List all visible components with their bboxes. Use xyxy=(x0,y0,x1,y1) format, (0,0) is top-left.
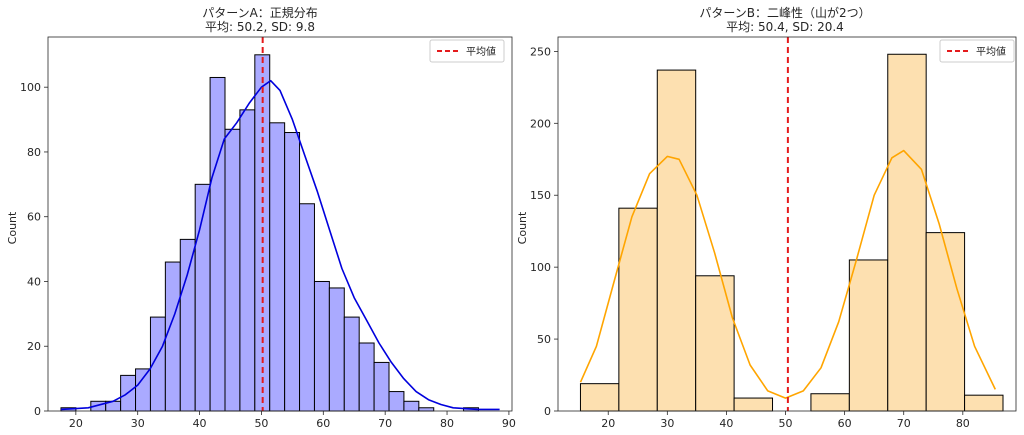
legend-b: 平均値 xyxy=(939,39,1015,63)
histogram-bar xyxy=(239,109,256,412)
y-tick-label: 200 xyxy=(530,117,551,130)
histogram-bar xyxy=(179,238,196,412)
histogram-bar xyxy=(579,383,620,412)
x-tick-label: 40 xyxy=(719,417,733,430)
y-tick-label: 100 xyxy=(530,261,551,274)
histogram-bar xyxy=(164,261,181,412)
x-tick-label: 80 xyxy=(440,417,454,430)
histogram-bar xyxy=(299,203,315,412)
x-tick-label: 30 xyxy=(660,417,674,430)
x-tick-label: 60 xyxy=(838,417,852,430)
histogram-bar xyxy=(224,128,241,412)
histogram-bar xyxy=(328,287,345,412)
y-tick-label: 20 xyxy=(27,340,41,353)
histogram-bar xyxy=(358,342,375,412)
y-tick-label: 100 xyxy=(20,81,41,94)
chart-subtitle-b: 平均: 50.4, SD: 20.4 xyxy=(726,20,844,34)
y-tick-label: 80 xyxy=(27,146,41,159)
histogram-bar xyxy=(284,132,301,412)
y-tick-label: 0 xyxy=(544,405,551,418)
chart-title-a: パターンA：正規分布 xyxy=(202,5,318,20)
histogram-bar xyxy=(848,259,889,412)
chart-subtitle-a: 平均: 50.2, SD: 9.8 xyxy=(205,20,315,34)
histogram-bar xyxy=(209,76,226,412)
y-tick-label: 40 xyxy=(27,275,41,288)
x-tick-label: 80 xyxy=(956,417,970,430)
x-tick-label: 70 xyxy=(897,417,911,430)
x-tick-label: 60 xyxy=(316,417,330,430)
x-tick-label: 30 xyxy=(131,417,145,430)
x-tick-label: 20 xyxy=(601,417,615,430)
plot-frame xyxy=(47,36,513,412)
y-tick-label: 0 xyxy=(34,405,41,418)
histogram-bar xyxy=(403,400,420,412)
x-tick-label: 90 xyxy=(502,417,516,430)
kde-curve xyxy=(579,149,997,399)
x-tick-label: 70 xyxy=(378,417,392,430)
histogram-bar xyxy=(373,361,390,412)
chart-title-b: パターンB：二峰性（山が2つ） xyxy=(699,5,870,20)
legend-label-a: 平均値 xyxy=(466,45,496,58)
histogram-bar xyxy=(887,53,927,412)
chart-panel-b: パターンB：二峰性（山が2つ） 平均: 50.4, SD: 20.4 Count… xyxy=(516,5,1017,430)
legend-a: 平均値 xyxy=(429,39,505,63)
histogram-bar xyxy=(343,316,360,412)
histogram-bar xyxy=(810,393,850,412)
x-tick-label: 20 xyxy=(69,417,83,430)
histogram-bar xyxy=(618,207,658,412)
y-axis-label-b: Count xyxy=(516,211,529,244)
plot-area-a: 20 30 40 50 60 70 80 90 0 20 40 60 80 100 xyxy=(20,36,516,430)
histogram-bar xyxy=(925,232,966,412)
histogram-bar xyxy=(695,275,735,412)
plot-frame xyxy=(557,36,1017,412)
y-tick-label: 60 xyxy=(27,211,41,224)
legend-frame-b xyxy=(939,39,1015,63)
histogram-bar xyxy=(135,368,151,412)
histogram-bar xyxy=(964,394,1004,412)
histogram-bar xyxy=(656,69,697,412)
plot-area-b: 20 30 40 50 60 70 80 0 50 100 150 200 250 xyxy=(530,36,1017,430)
histogram-bar xyxy=(313,280,330,412)
legend-label-b: 平均値 xyxy=(976,45,1006,58)
y-tick-label: 250 xyxy=(530,45,551,58)
histogram-bar xyxy=(418,407,435,412)
x-tick-label: 40 xyxy=(193,417,207,430)
y-axis-label-a: Count xyxy=(6,211,19,244)
histogram-bar xyxy=(388,391,405,412)
histogram-bar xyxy=(269,122,286,412)
histogram-bar xyxy=(733,397,774,412)
y-tick-label: 150 xyxy=(530,189,551,202)
legend-frame-a xyxy=(429,39,505,63)
x-tick-label: 50 xyxy=(779,417,793,430)
kde-curve xyxy=(60,79,500,411)
y-tick-label: 50 xyxy=(537,333,551,346)
x-tick-label: 50 xyxy=(254,417,268,430)
chart-panel-a: パターンA：正規分布 平均: 50.2, SD: 9.8 Count 20 30 4… xyxy=(6,5,516,430)
